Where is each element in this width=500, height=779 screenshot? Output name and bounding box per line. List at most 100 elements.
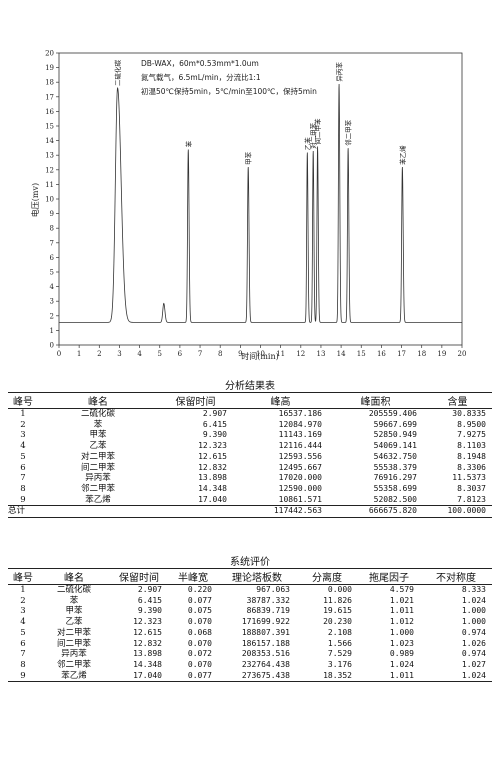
x-tick-label: 20 — [458, 350, 467, 358]
col-header-retention: 保留时间 — [175, 397, 216, 408]
x-tick-label: 19 — [437, 350, 446, 358]
analysis-row-cell: 14.348 — [198, 483, 227, 493]
evaluation-row-cell: 4 — [20, 617, 26, 628]
analysis-row-cell: 8.3306 — [457, 462, 486, 472]
analysis-table: 峰号 峰名 保留时间 峰高 峰面积 含量 1 二硫化碳 2.907 16537.186… — [8, 392, 492, 518]
evaluation-row: 4 乙苯 12.323 0.070 171699.922 20.230 1.012 1.000 — [8, 617, 492, 628]
eval-header-peak-name: 峰名 — [64, 573, 84, 584]
analysis-row-cell: 205559.406 — [368, 409, 417, 418]
evaluation-row-cell: 12.615 — [133, 627, 162, 637]
analysis-row-cell: 55358.699 — [373, 483, 417, 493]
analysis-row-cell: 13.898 — [198, 473, 227, 483]
y-tick-label: 11 — [45, 181, 54, 189]
evaluation-row-cell: 11.826 — [323, 595, 352, 605]
evaluation-row-cell: 0.989 — [389, 649, 414, 659]
evaluation-row: 3 甲苯 9.390 0.075 86839.719 19.615 1.011 1.000 — [8, 606, 492, 617]
evaluation-row: 6 间二甲苯 12.832 0.070 186157.188 1.566 1.023 1.02… — [8, 639, 492, 650]
analysis-row-cell: 1 — [20, 409, 26, 419]
y-tick-label: 9 — [50, 210, 54, 218]
x-tick-label: 13 — [316, 350, 325, 358]
evaluation-row-cell: 8 — [20, 659, 26, 670]
analysis-row-cell: 52082.500 — [373, 494, 417, 504]
analysis-row-cell: 乙苯 — [89, 441, 107, 452]
y-axis-label: 电压(mv) — [30, 183, 40, 217]
eval-header-peak-no: 峰号 — [13, 573, 33, 584]
evaluation-row-cell: 967.063 — [256, 585, 290, 594]
analysis-row-cell: 52850.949 — [373, 430, 417, 440]
evaluation-row-cell: 1.012 — [389, 617, 414, 627]
analysis-row: 9 苯乙烯 17.040 10861.571 52082.500 7.8123 — [8, 495, 492, 506]
analysis-row-cell: 12084.970 — [278, 419, 322, 429]
evaluation-row-cell: 171699.922 — [241, 617, 290, 627]
evaluation-row-cell: 0.070 — [187, 659, 212, 669]
evaluation-row-cell: 邻二甲苯 — [56, 659, 91, 670]
col-header-peak-no: 峰号 — [13, 397, 33, 408]
eval-header-half-width: 半峰宽 — [178, 573, 208, 584]
analysis-row-cell: 2.907 — [202, 409, 227, 418]
x-tick-label: 11 — [276, 350, 285, 358]
evaluation-row-cell: 18.352 — [323, 670, 352, 680]
analysis-row-cell: 12593.556 — [278, 451, 322, 461]
eval-header-tailing: 拖尾因子 — [369, 573, 409, 584]
analysis-row: 5 对二甲苯 12.615 12593.556 54632.750 8.1948 — [8, 452, 492, 463]
analysis-row-cell: 苯乙烯 — [85, 494, 111, 505]
eval-header-asymmetry: 不对称度 — [436, 573, 476, 584]
x-tick-label: 0 — [57, 350, 61, 358]
x-tick-label: 5 — [158, 350, 162, 358]
eval-header-retention: 保留时间 — [119, 573, 159, 584]
evaluation-row-cell: 1.027 — [461, 659, 486, 669]
y-tick-label: 15 — [45, 123, 54, 131]
x-tick-label: 14 — [337, 350, 346, 358]
evaluation-row-cell: 0.974 — [461, 649, 486, 659]
y-tick-label: 0 — [50, 342, 54, 350]
evaluation-row: 9 苯乙烯 17.040 0.077 273675.438 18.352 1.011 1.02… — [8, 671, 492, 682]
evaluation-row-cell: 2 — [20, 595, 26, 606]
analysis-row: 1 二硫化碳 2.907 16537.186 205559.406 30.8335 — [8, 409, 492, 420]
analysis-row-cell: 间二甲苯 — [80, 462, 115, 473]
evaluation-row: 5 对二甲苯 12.615 0.068 188807.391 2.108 1.000 0.97… — [8, 628, 492, 639]
analysis-row-cell: 54632.750 — [373, 451, 417, 461]
analysis-table-title: 分析结果表 — [225, 381, 275, 392]
x-tick-label: 1 — [77, 350, 81, 358]
analysis-row-cell: 异丙苯 — [85, 473, 111, 484]
analysis-row-cell: 12495.667 — [278, 462, 322, 472]
evaluation-row-cell: 208353.516 — [241, 649, 290, 659]
x-tick-label: 2 — [97, 350, 101, 358]
evaluation-row-cell: 186157.188 — [241, 638, 290, 648]
y-tick-label: 5 — [50, 269, 54, 277]
evaluation-row-cell: 14.348 — [133, 659, 162, 669]
analysis-row-cell: 甲苯 — [89, 430, 107, 441]
col-header-peak-name: 峰名 — [88, 397, 108, 408]
evaluation-row: 1 二硫化碳 2.907 0.220 967.063 0.000 4.579 8.333 — [8, 585, 492, 596]
y-tick-label: 20 — [45, 50, 54, 58]
analysis-row-cell: 54069.141 — [373, 441, 417, 451]
evaluation-table-title: 系统评价 — [230, 557, 270, 568]
y-tick-label: 3 — [50, 298, 54, 306]
evaluation-row-cell: 1.566 — [327, 638, 352, 648]
evaluation-row-cell: 4.579 — [389, 585, 414, 594]
y-tick-label: 4 — [50, 283, 55, 291]
x-tick-label: 3 — [117, 350, 121, 358]
analysis-row-cell: 11143.169 — [278, 430, 322, 440]
chart-note-column: DB-WAX，60m*0.53mm*1.0um — [141, 59, 259, 68]
evaluation-row-cell: 1 — [20, 585, 26, 595]
analysis-row-cell: 17020.000 — [278, 473, 322, 483]
x-tick-label: 16 — [377, 350, 386, 358]
evaluation-row-cell: 0.068 — [187, 627, 212, 637]
evaluation-row-cell: 间二甲苯 — [56, 638, 91, 649]
evaluation-row: 7 异丙苯 13.898 0.072 208353.516 7.529 0.989 0.974 — [8, 649, 492, 660]
evaluation-row-cell: 38787.332 — [246, 595, 290, 605]
analysis-row-cell: 邻二甲苯 — [80, 483, 115, 494]
peak-label: 间二甲苯 — [313, 118, 322, 145]
eval-header-plates: 理论塔板数 — [232, 573, 282, 584]
analysis-row-cell: 30.8335 — [452, 409, 486, 418]
x-tick-label: 18 — [417, 350, 426, 358]
peak-label: 甲苯 — [244, 151, 253, 165]
analysis-row-cell: 7.9275 — [457, 430, 486, 440]
evaluation-row-cell: 0.075 — [187, 606, 212, 616]
analysis-row-cell: 16537.186 — [278, 409, 322, 418]
analysis-row-cell: 8.9500 — [457, 419, 486, 429]
evaluation-row-cell: 1.026 — [461, 638, 486, 648]
analysis-row-cell: 7 — [20, 473, 26, 484]
x-tick-label: 12 — [296, 350, 305, 358]
